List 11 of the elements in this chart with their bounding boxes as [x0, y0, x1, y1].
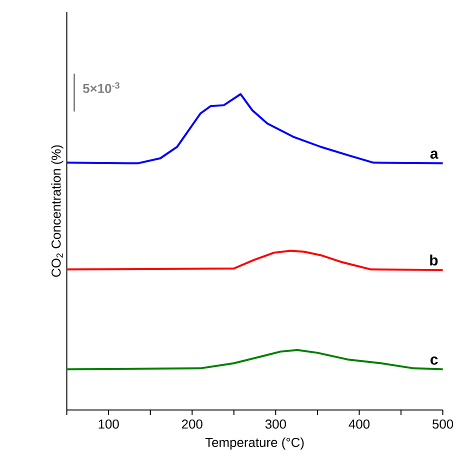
- y-axis-title: CO$_{2}$ Concentration (%): [51, 145, 64, 277]
- x-tick-label: 100: [98, 420, 119, 429]
- x-tick-label: 500: [432, 420, 454, 429]
- text: 5×10$^{-3}$: [83, 82, 120, 94]
- series-label: b: [430, 254, 438, 266]
- x-tick-label: 300: [265, 420, 286, 429]
- series-label: c: [430, 356, 438, 365]
- x-tick-label: 200: [182, 420, 203, 429]
- x-axis-title: Temperature (°C): [205, 438, 304, 450]
- x-tick-label: 400: [348, 420, 370, 429]
- series-label: a: [430, 150, 438, 159]
